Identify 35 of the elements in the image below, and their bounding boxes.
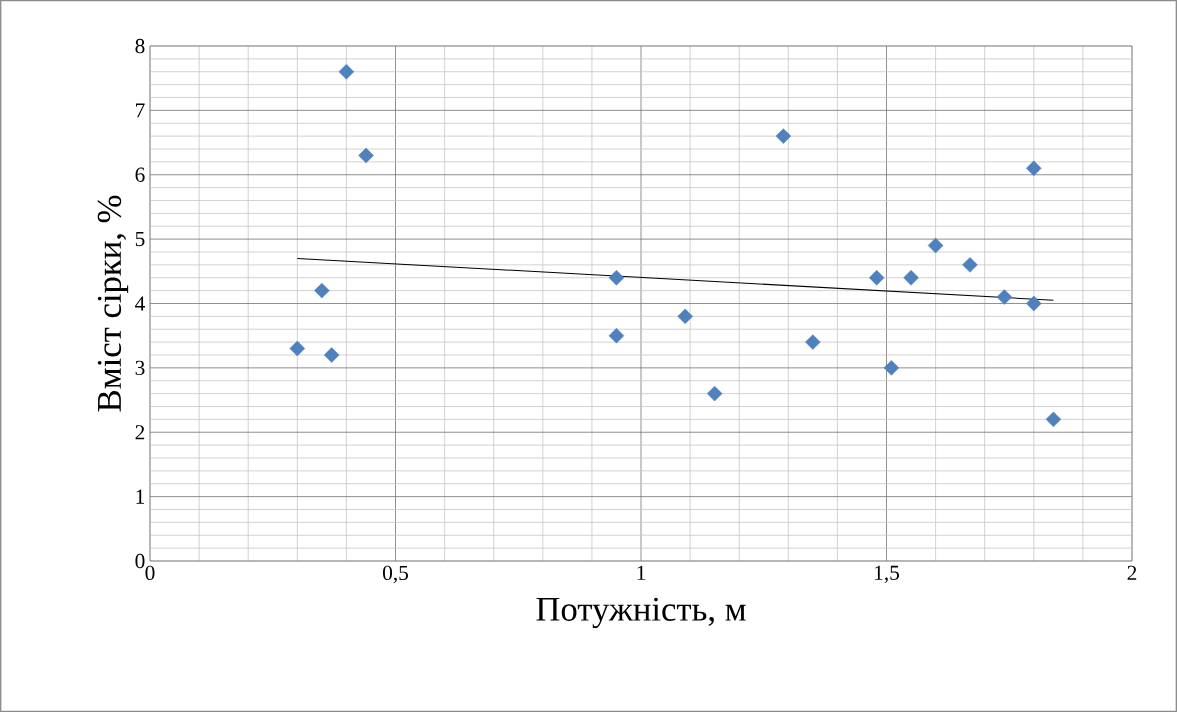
- x-axis-title: Потужність, м: [536, 597, 746, 629]
- point: [314, 282, 330, 299]
- point: [883, 360, 900, 376]
- x-tick-label: 2: [1127, 565, 1137, 580]
- y-tick-label: 6: [135, 167, 145, 182]
- point: [805, 334, 821, 350]
- point: [1026, 295, 1042, 312]
- x-tick-label: 1: [637, 565, 646, 580]
- point: [996, 289, 1013, 305]
- x-tick-label: 0,5: [382, 565, 408, 584]
- point: [608, 327, 625, 344]
- point: [927, 237, 944, 254]
- y-tick-label: 3: [135, 360, 145, 376]
- y-tick-label: 7: [136, 103, 145, 118]
- point: [677, 308, 693, 325]
- y-tick-label: 8: [135, 38, 145, 54]
- point: [338, 64, 355, 80]
- y-tick-label: 1: [136, 489, 145, 504]
- point: [706, 385, 723, 402]
- point: [903, 270, 919, 286]
- y-tick-label: 2: [135, 425, 145, 440]
- point: [358, 147, 374, 164]
- y-tick-label: 0: [135, 553, 145, 569]
- point: [1026, 160, 1042, 177]
- point: [868, 270, 885, 286]
- point: [289, 340, 306, 357]
- point: [962, 257, 978, 273]
- point: [323, 347, 340, 363]
- point: [608, 270, 625, 286]
- y-tick-label: 5: [135, 232, 145, 247]
- x-tick-label: 1,5: [875, 565, 899, 584]
- point: [775, 128, 792, 144]
- y-tick-label: 4: [135, 296, 145, 311]
- point: [1045, 411, 1062, 428]
- y-axis-title: Вміст сірки, %: [97, 195, 129, 412]
